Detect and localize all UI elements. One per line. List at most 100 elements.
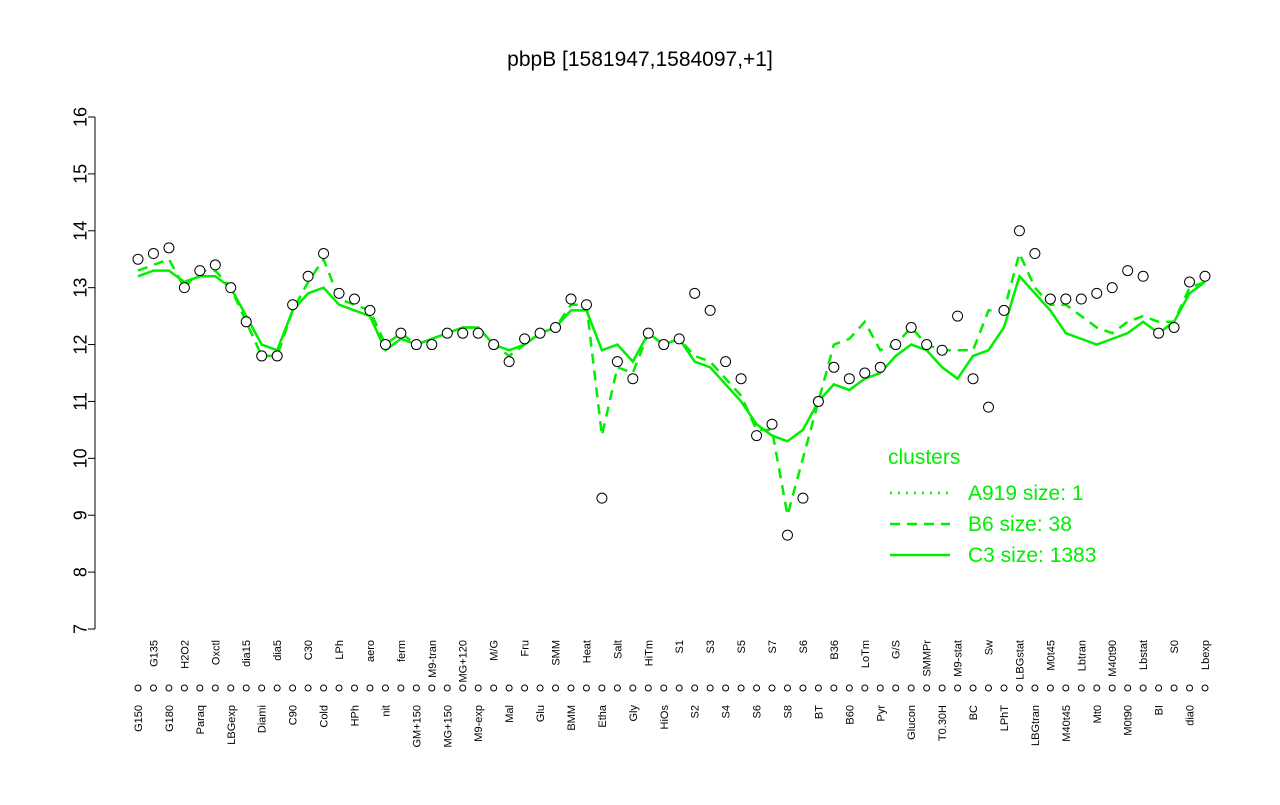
x-marker <box>180 684 188 692</box>
x-tick-label: M0t45 <box>1045 640 1057 671</box>
x-tick-label: Salt <box>612 640 624 659</box>
y-tick-label: 7 <box>70 624 90 634</box>
data-point <box>720 356 732 368</box>
x-tick-label: G/S <box>891 640 903 659</box>
data-point <box>611 356 623 368</box>
x-tick-label: Heat <box>581 640 593 663</box>
x-tick-label: ferm <box>396 640 408 662</box>
x-tick-label: S3 <box>705 640 717 653</box>
x-tick-label: Glu <box>535 705 547 722</box>
data-point <box>348 293 360 305</box>
data-point <box>642 327 654 339</box>
x-marker <box>598 684 606 692</box>
x-marker <box>985 684 993 692</box>
data-point <box>534 327 546 339</box>
x-tick-label: BT <box>813 705 825 719</box>
data-point <box>147 248 159 260</box>
cluster-line <box>137 249 1206 516</box>
x-tick-label: M9-exp <box>473 705 485 742</box>
data-point <box>488 339 500 351</box>
x-tick-label: BMM <box>566 705 578 731</box>
x-tick-label: G135 <box>148 640 160 667</box>
x-marker <box>366 684 374 692</box>
x-marker <box>165 684 173 692</box>
data-point <box>519 333 531 345</box>
data-point <box>209 259 221 271</box>
x-marker <box>1170 684 1178 692</box>
chart-title: pbpB [1581947,1584097,+1] <box>507 48 773 71</box>
x-tick-label: Oxctl <box>210 640 222 665</box>
x-tick-label: T0.30H <box>937 705 949 741</box>
data-point <box>596 492 608 504</box>
data-point <box>472 327 484 339</box>
x-marker <box>149 684 157 692</box>
data-point <box>132 253 144 265</box>
x-marker <box>211 684 219 692</box>
x-tick-label: M/G <box>489 640 501 661</box>
x-tick-label: S4 <box>721 705 733 718</box>
data-point <box>302 270 314 282</box>
data-point <box>627 373 639 385</box>
x-tick-label: S6 <box>752 705 764 718</box>
data-point <box>1106 282 1118 294</box>
x-tick-label: Lbexp <box>1200 640 1212 670</box>
data-point <box>1091 287 1103 299</box>
x-marker <box>1139 684 1147 692</box>
x-tick-label: LPh <box>334 640 346 660</box>
data-point <box>441 327 453 339</box>
x-tick-label: H2O2 <box>179 640 191 669</box>
y-tick-label: 9 <box>70 510 90 520</box>
x-marker <box>799 684 807 692</box>
x-marker <box>1000 684 1008 692</box>
data-point <box>859 367 871 379</box>
x-marker <box>397 684 405 692</box>
data-point <box>1199 270 1211 282</box>
x-marker <box>1108 684 1116 692</box>
x-tick-label: M9-stat <box>953 640 965 677</box>
x-marker <box>753 684 761 692</box>
data-point <box>1060 293 1072 305</box>
x-marker <box>552 684 560 692</box>
x-marker <box>134 684 142 692</box>
x-tick-label: Cold <box>319 705 331 728</box>
data-point <box>874 361 886 373</box>
x-tick-label: Lbtran <box>1076 640 1088 671</box>
x-marker <box>613 684 621 692</box>
x-tick-label: SMM <box>551 640 563 666</box>
y-tick-label: 8 <box>70 567 90 577</box>
x-tick-label: Gly <box>628 705 640 722</box>
data-point <box>689 287 701 299</box>
x-tick-label: dia5 <box>272 640 284 661</box>
x-tick-label: BI <box>1154 705 1166 715</box>
x-tick-label: M0t90 <box>1123 705 1135 736</box>
x-marker <box>242 684 250 692</box>
data-point <box>550 321 562 333</box>
x-marker <box>783 684 791 692</box>
data-point <box>936 344 948 356</box>
x-marker <box>1077 684 1085 692</box>
x-tick-label: G180 <box>164 705 176 732</box>
data-point <box>751 430 763 442</box>
x-marker <box>1031 684 1039 692</box>
x-tick-label: C90 <box>288 705 300 725</box>
data-point <box>287 299 299 311</box>
x-tick-label: LBGexp <box>226 705 238 745</box>
x-tick-label: Diami <box>257 705 269 733</box>
y-tick-label: 11 <box>70 392 90 411</box>
x-marker <box>845 684 853 692</box>
x-tick-label: Paraq <box>195 705 207 734</box>
x-tick-label: SMMPr <box>922 640 934 677</box>
x-tick-label: S2 <box>690 705 702 718</box>
x-tick-label: Etha <box>597 704 609 728</box>
y-tick-label: 14 <box>70 221 90 241</box>
x-marker <box>320 684 328 692</box>
x-marker <box>521 684 529 692</box>
x-marker <box>814 684 822 692</box>
x-tick-label: LBGstat <box>1014 640 1026 680</box>
y-tick-label: 12 <box>70 335 90 355</box>
x-marker <box>273 684 281 692</box>
x-marker <box>691 684 699 692</box>
x-marker <box>412 684 420 692</box>
data-point <box>1137 270 1149 282</box>
data-point <box>580 299 592 311</box>
